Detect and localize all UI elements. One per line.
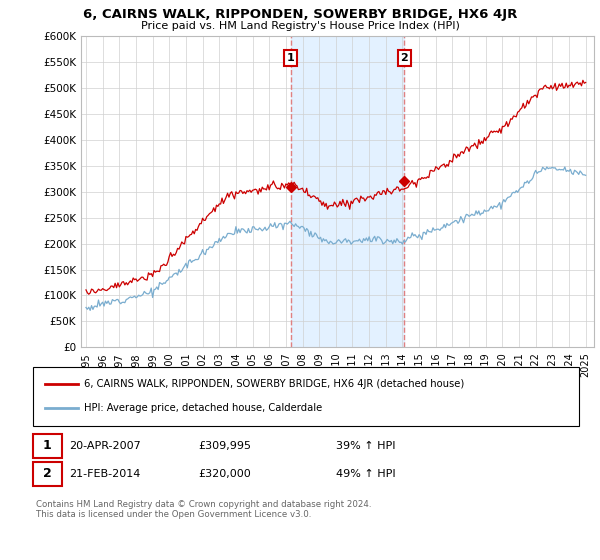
Text: 6, CAIRNS WALK, RIPPONDEN, SOWERBY BRIDGE, HX6 4JR: 6, CAIRNS WALK, RIPPONDEN, SOWERBY BRIDG… (83, 8, 517, 21)
Text: 49% ↑ HPI: 49% ↑ HPI (336, 469, 395, 479)
Text: 39% ↑ HPI: 39% ↑ HPI (336, 441, 395, 451)
Text: £309,995: £309,995 (198, 441, 251, 451)
Text: 2: 2 (401, 53, 409, 63)
Text: Contains HM Land Registry data © Crown copyright and database right 2024.
This d: Contains HM Land Registry data © Crown c… (36, 500, 371, 519)
Text: 6, CAIRNS WALK, RIPPONDEN, SOWERBY BRIDGE, HX6 4JR (detached house): 6, CAIRNS WALK, RIPPONDEN, SOWERBY BRIDG… (84, 380, 464, 390)
Text: 1: 1 (43, 439, 52, 452)
Text: Price paid vs. HM Land Registry's House Price Index (HPI): Price paid vs. HM Land Registry's House … (140, 21, 460, 31)
Bar (290, 36, 404, 347)
Text: 20-APR-2007: 20-APR-2007 (69, 441, 141, 451)
Text: HPI: Average price, detached house, Calderdale: HPI: Average price, detached house, Cald… (84, 403, 322, 413)
Text: 2: 2 (43, 467, 52, 480)
Text: £320,000: £320,000 (198, 469, 251, 479)
Text: 1: 1 (287, 53, 295, 63)
Text: 21-FEB-2014: 21-FEB-2014 (69, 469, 140, 479)
